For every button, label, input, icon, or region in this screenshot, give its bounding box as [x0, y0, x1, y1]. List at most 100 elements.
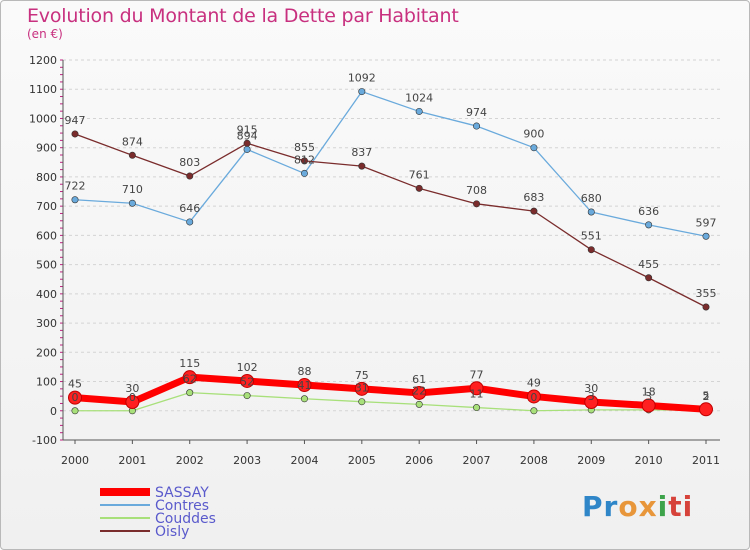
data-point — [186, 389, 194, 397]
data-label: 974 — [466, 106, 487, 119]
data-label: 761 — [409, 168, 430, 181]
data-label: 722 — [65, 180, 86, 193]
data-point — [358, 398, 366, 406]
y-tick-label: 300 — [36, 317, 57, 330]
data-label: 636 — [638, 205, 659, 218]
data-point — [530, 144, 538, 152]
data-label: 874 — [122, 135, 143, 148]
y-tick-label: 900 — [36, 142, 57, 155]
data-point — [473, 200, 481, 208]
data-label: 683 — [523, 191, 544, 204]
data-label: 597 — [696, 216, 717, 229]
y-tick-label: 600 — [36, 229, 57, 242]
data-point — [526, 389, 541, 404]
x-tick-label: 2011 — [692, 454, 720, 467]
y-tick-label: 1000 — [29, 112, 57, 125]
x-tick-label: 2010 — [635, 454, 663, 467]
data-point — [128, 151, 136, 159]
series-line-sassay — [74, 373, 707, 413]
data-label: 646 — [179, 202, 200, 215]
data-label: 708 — [466, 184, 487, 197]
chart-title: Evolution du Montant de la Dette par Hab… — [27, 5, 459, 27]
legend-label: Oisly — [155, 524, 189, 540]
data-point — [300, 395, 308, 403]
series-line-couddes — [75, 391, 707, 412]
data-point — [587, 246, 595, 254]
y-tick-label: 800 — [36, 171, 57, 184]
data-point — [584, 395, 599, 409]
data-point — [125, 395, 140, 409]
data-label: 22 — [412, 384, 426, 397]
data-label: 3 — [645, 390, 652, 403]
data-label: 2 — [703, 390, 710, 403]
y-tick-label: 0 — [50, 405, 57, 418]
y-tick-label: -100 — [32, 434, 57, 447]
data-label: 102 — [237, 361, 258, 374]
data-point — [186, 218, 194, 226]
y-tick-label: 500 — [36, 259, 57, 272]
data-point — [354, 381, 369, 396]
data-label: 355 — [696, 287, 717, 300]
data-point — [702, 303, 710, 311]
data-label: 30 — [584, 382, 598, 395]
data-label: 52 — [240, 376, 254, 389]
data-point — [128, 199, 136, 207]
x-tick-label: 2001 — [118, 454, 146, 467]
data-point — [645, 274, 653, 282]
data-label: 45 — [68, 378, 82, 391]
data-label: 77 — [470, 368, 484, 381]
data-point — [530, 407, 538, 415]
data-label: 803 — [179, 156, 200, 169]
x-tick-label: 2005 — [348, 454, 376, 467]
data-point — [182, 370, 197, 385]
series-line-oisly — [74, 133, 707, 308]
data-point — [243, 145, 251, 153]
data-label: 855 — [294, 141, 315, 154]
y-tick-label: 700 — [36, 200, 57, 213]
data-point — [473, 404, 481, 412]
data-label: 5 — [703, 389, 710, 402]
data-label: 894 — [237, 129, 258, 142]
data-point — [699, 402, 713, 417]
y-tick-label: 1100 — [29, 83, 57, 96]
data-point — [68, 390, 82, 405]
data-point — [415, 184, 423, 192]
data-label: 0 — [530, 391, 537, 404]
data-label: 1092 — [348, 72, 376, 85]
data-label: 710 — [122, 183, 143, 196]
data-point — [300, 169, 308, 177]
data-label: 812 — [294, 153, 315, 166]
x-tick-label: 2000 — [61, 454, 89, 467]
data-label: 61 — [412, 373, 426, 386]
x-tick-label: 2004 — [290, 454, 318, 467]
data-point — [645, 221, 653, 229]
data-point — [240, 373, 255, 388]
legend-label: Couddes — [155, 511, 216, 527]
y-tick-label: 400 — [36, 288, 57, 301]
y-tick-label: 200 — [36, 346, 57, 359]
data-label: 1024 — [405, 91, 433, 104]
data-label: 62 — [183, 373, 197, 386]
legend-label: Contres — [155, 498, 209, 514]
y-tick-label: 1200 — [29, 54, 57, 67]
data-label: 455 — [638, 258, 659, 271]
data-point — [358, 162, 366, 170]
data-point — [186, 172, 194, 180]
x-tick-label: 2007 — [463, 454, 491, 467]
y-tick-label: 100 — [36, 376, 57, 389]
data-label: 0 — [72, 391, 79, 404]
data-point — [71, 196, 79, 204]
data-label: 115 — [179, 357, 200, 370]
data-point — [243, 139, 251, 147]
data-point — [702, 232, 710, 240]
data-label: 75 — [355, 369, 369, 382]
data-point — [358, 88, 366, 96]
data-label: 551 — [581, 230, 602, 243]
data-point — [530, 207, 538, 215]
x-tick-label: 2003 — [233, 454, 261, 467]
data-label: 31 — [355, 382, 369, 395]
data-label: 41 — [297, 379, 311, 392]
data-point — [415, 400, 423, 408]
data-label: 947 — [65, 114, 86, 127]
